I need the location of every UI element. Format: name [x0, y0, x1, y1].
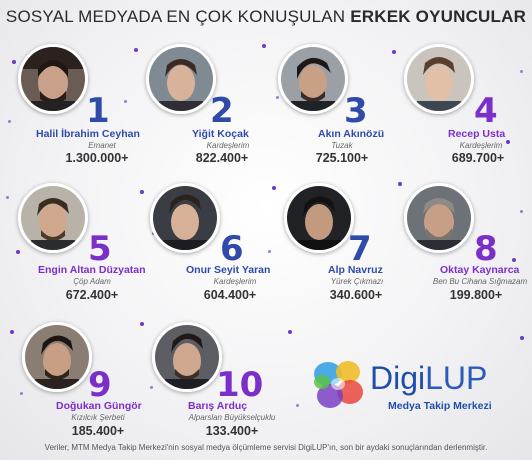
- mention-count: 672.400+: [65, 288, 119, 302]
- show-name: Emanet: [88, 141, 116, 150]
- mention-count: 725.100+: [315, 151, 369, 165]
- actor-name: Yiğit Koçak: [192, 128, 249, 140]
- rank-number: 2: [210, 91, 234, 131]
- actor-name: Barış Arduç: [188, 400, 248, 412]
- show-name: Çöp Adam: [73, 277, 111, 286]
- rank-number: 8: [474, 229, 498, 269]
- actor-name: Alp Navruz: [328, 264, 383, 276]
- rank-number: 1: [86, 91, 110, 131]
- rank-number: 10: [216, 365, 264, 405]
- actor-photo: [22, 322, 92, 392]
- logo-subtitle: Medya Takip Merkezi: [388, 400, 492, 412]
- actor-name: Oktay Kaynarca: [440, 264, 520, 276]
- show-name: Yürek Çıkmazı: [330, 277, 384, 286]
- mention-count: 1.300.000+: [65, 151, 129, 165]
- actor-photo: [284, 183, 354, 253]
- actor-photo: [150, 183, 220, 253]
- digilup-logo: DigiLUP Medya Takip Merkezi: [308, 356, 528, 426]
- title-part-regular: SOSYAL MEDYADA EN ÇOK KONUŞULAN: [5, 7, 351, 26]
- logo-digi: Digi: [370, 360, 426, 396]
- mention-count: 340.600+: [329, 288, 383, 302]
- show-name: Kardeşlerim: [206, 141, 250, 150]
- actor-photo: [152, 322, 222, 392]
- actor-name: Onur Seyit Yaran: [186, 264, 271, 276]
- show-name: Ben Bu Cihana Sığmazam: [432, 277, 528, 286]
- show-name: Kardeşlerim: [213, 277, 257, 286]
- title-part-bold: ERKEK OYUNCULAR: [350, 7, 527, 26]
- logo-wordmark: DigiLUP: [370, 360, 487, 396]
- digilup-logo-mark: [314, 361, 363, 408]
- show-name: Alparslan Büyükselçuklu: [188, 413, 276, 422]
- rank-number: 6: [220, 229, 244, 269]
- mention-count: 133.400+: [205, 424, 259, 438]
- logo-lup: LUP: [425, 360, 488, 396]
- actor-photo: [18, 183, 88, 253]
- show-name: Kızılcık Şerbeti: [71, 413, 125, 422]
- mention-count: 689.700+: [451, 151, 505, 165]
- mention-count: 822.400+: [195, 151, 249, 165]
- actor-photo: [146, 44, 216, 114]
- footer-note: Veriler, MTM Medya Takip Merkezi'nin sos…: [44, 443, 488, 452]
- rank-number: 7: [348, 229, 372, 269]
- mention-count: 185.400+: [71, 424, 125, 438]
- actor-name: Doğukan Güngör: [56, 400, 142, 412]
- rank-number: 3: [344, 91, 368, 131]
- actor-photo: [18, 44, 88, 114]
- rank-number: 9: [88, 365, 112, 405]
- actor-name: Halil İbrahim Ceyhan: [36, 128, 140, 140]
- actor-name: Recep Usta: [448, 128, 506, 140]
- actor-photo: [278, 44, 348, 114]
- actor-name: Engin Altan Düzyatan: [38, 264, 146, 276]
- show-name: Kardeşlerim: [459, 141, 503, 150]
- show-name: Tuzak: [331, 141, 353, 150]
- actor-photo: [404, 183, 474, 253]
- mention-count: 199.800+: [449, 288, 503, 302]
- page-title: SOSYAL MEDYADA EN ÇOK KONUŞULAN ERKEK OY…: [0, 7, 532, 27]
- actor-name: Akın Akınözü: [318, 128, 385, 140]
- mention-count: 604.400+: [203, 288, 257, 302]
- rank-number: 4: [474, 91, 498, 131]
- actor-photo: [404, 44, 474, 114]
- rank-number: 5: [88, 229, 112, 269]
